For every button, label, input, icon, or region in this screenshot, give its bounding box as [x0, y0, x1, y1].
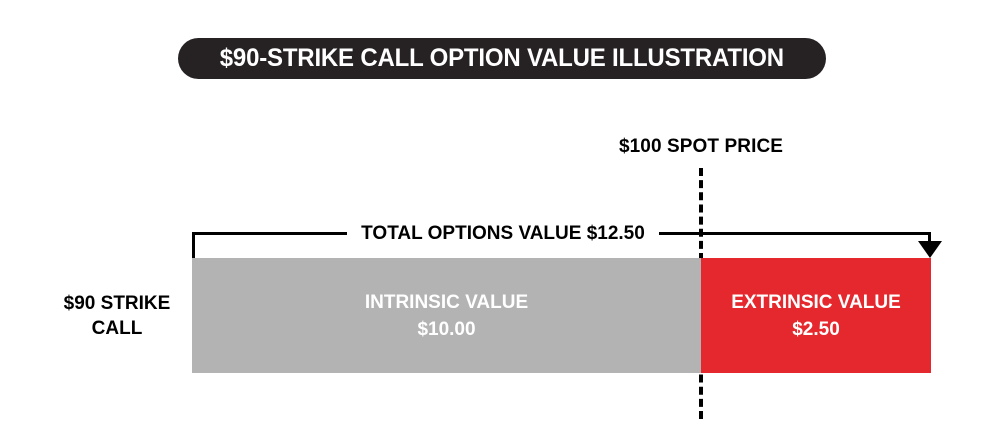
down-arrow-icon [918, 241, 942, 258]
extrinsic-value-title: EXTRINSIC VALUE [731, 291, 901, 313]
intrinsic-value-amount: $10.00 [417, 318, 476, 340]
bracket-right-stem [928, 232, 931, 247]
bar-segment-extrinsic: EXTRINSIC VALUE $2.50 [701, 258, 931, 373]
intrinsic-value-title: INTRINSIC VALUE [364, 291, 529, 313]
bracket-line-left [192, 232, 347, 235]
total-options-value-label: TOTAL OPTIONS VALUE $12.50 [347, 221, 659, 247]
option-value-bar: INTRINSIC VALUE $10.00 EXTRINSIC VALUE $… [192, 258, 931, 373]
strike-call-label-line2: CALL [91, 318, 143, 339]
bar-segment-intrinsic: INTRINSIC VALUE $10.00 [192, 258, 701, 373]
extrinsic-value-amount: $2.50 [792, 318, 840, 340]
spot-price-label: $100 SPOT PRICE [618, 136, 784, 157]
title-pill: $90-STRIKE CALL OPTION VALUE ILLUSTRATIO… [178, 38, 826, 79]
strike-call-label: $90 STRIKE CALL [46, 291, 188, 341]
bracket-line-right [656, 232, 931, 235]
strike-call-label-line1: $90 STRIKE [63, 293, 171, 314]
page-title: $90-STRIKE CALL OPTION VALUE ILLUSTRATIO… [219, 44, 785, 72]
bracket-left-tick [192, 232, 195, 259]
